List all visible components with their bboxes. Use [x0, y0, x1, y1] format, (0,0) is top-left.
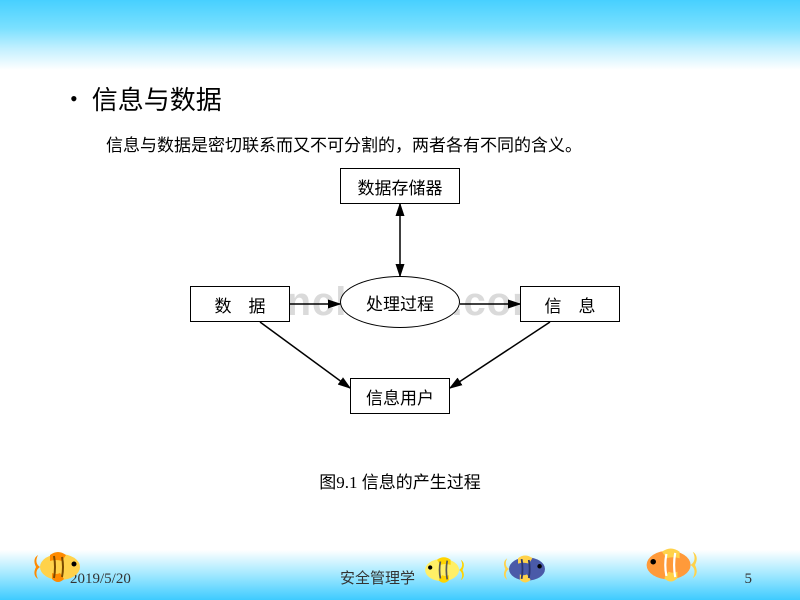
heading-text: 信息与数据 — [92, 80, 222, 117]
bullet-icon: • — [70, 86, 78, 112]
footer-title: 安全管理学 — [340, 567, 415, 588]
footer-page: 5 — [745, 571, 753, 588]
node-storage: 数据存储器 — [340, 168, 460, 204]
main-content: • 信息与数据 信息与数据是密切联系而又不可分割的，两者各有不同的含义。 数据存… — [0, 80, 800, 493]
diagram-caption: 图9.1 信息的产生过程 — [70, 468, 730, 493]
fish-decoration-0 — [30, 547, 86, 592]
fish-decoration-2 — [500, 551, 550, 592]
flowchart: 数据存储器数 据 处理过程 信 息信息用户 — [150, 168, 650, 448]
top-gradient — [0, 0, 800, 70]
fish-decoration-1 — [420, 553, 468, 592]
node-process: 处理过程 — [340, 276, 460, 328]
heading-row: • 信息与数据 — [70, 80, 730, 117]
node-user: 信息用户 — [350, 378, 450, 414]
edge-3 — [260, 322, 350, 388]
edge-4 — [450, 322, 550, 388]
node-info: 信 息 — [520, 286, 620, 322]
subheading-text: 信息与数据是密切联系而又不可分割的，两者各有不同的含义。 — [106, 131, 730, 156]
node-data: 数 据 — [190, 286, 290, 322]
fish-decoration-3 — [640, 543, 702, 592]
